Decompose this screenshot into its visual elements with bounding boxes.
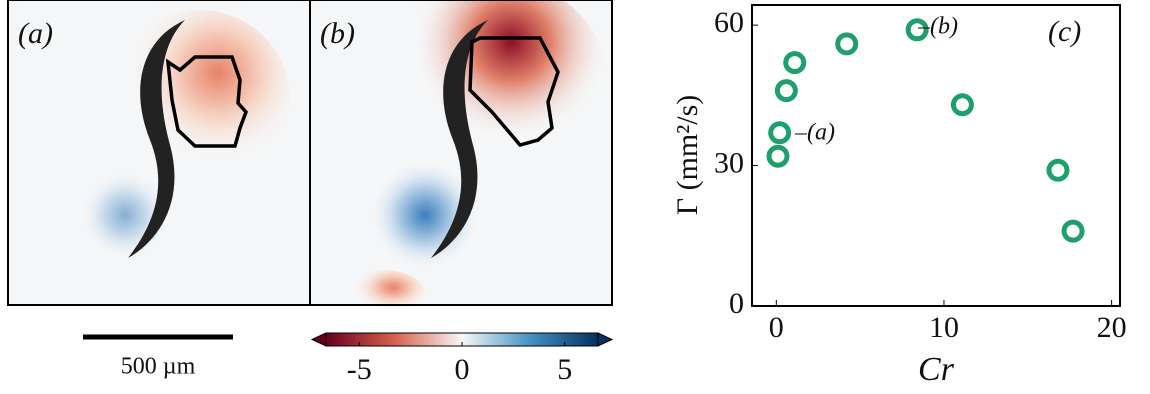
x-tick-label: 0 [769,311,784,344]
y-axis-label: Γ (mm²/s) [671,95,704,216]
y-tick-label: 0 [729,287,744,320]
x-tick-label: 0 [455,353,470,386]
scale-bar-label: 500 µm [121,354,196,380]
y-tick-label: 30 [714,146,744,179]
annotation: (b) [930,14,958,40]
plot-frame [752,5,1120,306]
panel-b: (b) [310,0,612,320]
figure: (a) (b) 500 µm -5 0 5 0 10 20 0 30 60 Cr Γ (mm²/s)… [0,0,1150,394]
x-tick-label: -5 [347,353,372,386]
x-tick-label: 5 [557,353,572,386]
colorbar-extend [312,333,326,346]
panel-label: (c) [1048,15,1081,48]
point [908,21,926,39]
point [769,147,787,165]
point [953,96,971,114]
colorbar-extend [598,333,612,346]
x-tick-label: 20 [1097,311,1127,344]
panel-label: (b) [320,17,355,50]
annotation: (a) [807,120,835,146]
panel-a: (a) [8,0,310,305]
point [838,35,856,53]
point [786,54,804,72]
y-tick-label: 60 [714,6,744,39]
x-axis-label: Cr [918,351,955,388]
panel-label: (a) [18,17,53,50]
point [1049,161,1067,179]
point [777,82,795,100]
point [771,124,789,142]
point [1064,222,1082,240]
x-tick-label: 10 [929,311,959,344]
